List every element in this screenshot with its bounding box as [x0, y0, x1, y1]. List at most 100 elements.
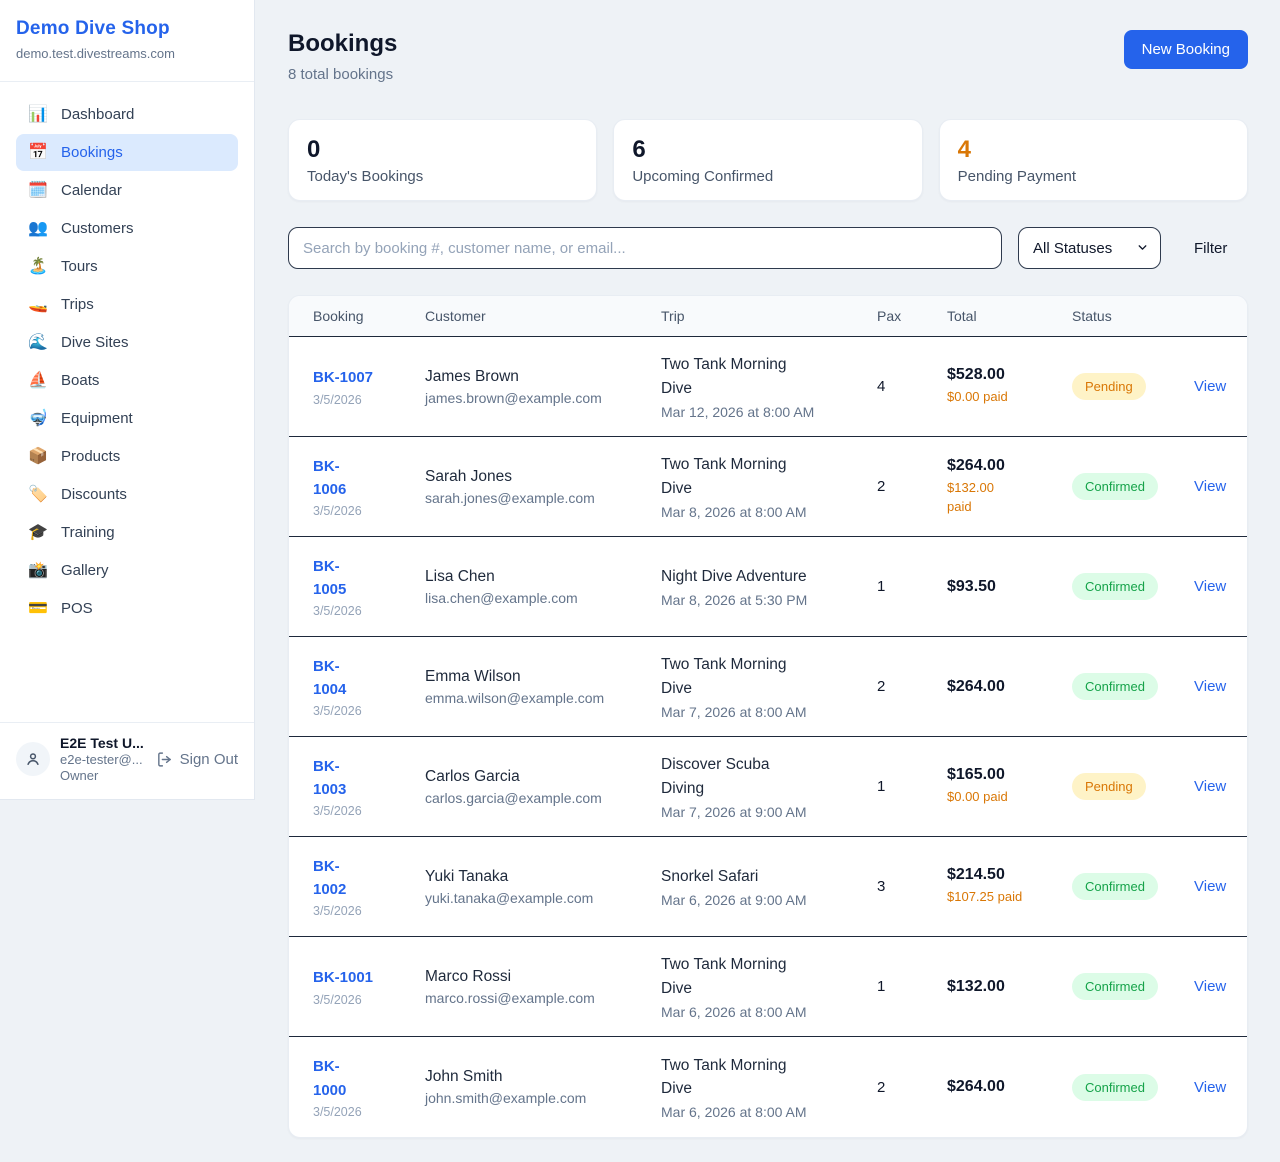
booking-number-link[interactable]: BK- 1005 — [313, 557, 347, 598]
customer-name: James Brown — [425, 367, 519, 385]
table-row: BK- 1003 3/5/2026 Carlos Garcia carlos.g… — [289, 737, 1247, 837]
booking-number-link[interactable]: BK- 1000 — [313, 1058, 347, 1099]
status-badge: Confirmed — [1072, 973, 1158, 1000]
booking-created-date: 3/5/2026 — [313, 904, 362, 919]
customer-name: Sarah Jones — [425, 467, 513, 485]
column-header-booking: Booking — [313, 308, 364, 324]
stat-label: Upcoming Confirmed — [632, 168, 774, 186]
sidebar-item-label: Gallery — [61, 562, 109, 579]
wave-icon: 🌊 — [28, 333, 48, 351]
status-cell: Confirmed — [1072, 673, 1194, 700]
trip-datetime: Mar 6, 2026 at 9:00 AM — [661, 892, 807, 909]
trip-cell: Two Tank Morning Dive Mar 12, 2026 at 8:… — [661, 353, 877, 420]
trip-datetime: Mar 6, 2026 at 8:00 AM — [661, 1003, 807, 1020]
sidebar-item-label: Discounts — [61, 486, 127, 503]
booking-cell: BK- 1006 3/5/2026 — [313, 455, 425, 519]
sidebar-item-label: POS — [61, 600, 93, 617]
booking-number-link[interactable]: BK- 1006 — [313, 457, 347, 498]
column-header-total: Total — [947, 308, 977, 324]
status-cell: Confirmed — [1072, 473, 1194, 500]
trip-datetime: Mar 8, 2026 at 8:00 AM — [661, 503, 807, 520]
spiral-calendar-icon: 🗓️ — [28, 181, 48, 199]
sidebar-item-products[interactable]: 📦 Products — [16, 438, 238, 475]
sidebar-item-customers[interactable]: 👥 Customers — [16, 210, 238, 247]
status-cell: Pending — [1072, 373, 1194, 400]
speedboat-icon: 🚤 — [28, 295, 48, 313]
booking-created-date: 3/5/2026 — [313, 604, 362, 619]
booking-number-link[interactable]: BK- 1003 — [313, 757, 347, 798]
customer-name: Marco Rossi — [425, 967, 512, 985]
view-booking-link[interactable]: View — [1194, 578, 1227, 595]
view-booking-link[interactable]: View — [1194, 378, 1227, 395]
view-booking-link[interactable]: View — [1194, 778, 1227, 795]
avatar — [16, 742, 50, 776]
sidebar-item-bookings[interactable]: 📅 Bookings — [16, 134, 238, 171]
customer-name: Emma Wilson — [425, 667, 521, 685]
stat-value: 0 — [307, 136, 321, 163]
status-filter-select[interactable]: All Statuses — [1018, 227, 1161, 269]
view-booking-link[interactable]: View — [1194, 978, 1227, 995]
status-cell: Pending — [1072, 773, 1194, 800]
table-body: BK-1007 3/5/2026 James Brown james.brown… — [289, 337, 1247, 1137]
sidebar-item-dashboard[interactable]: 📊 Dashboard — [16, 96, 238, 133]
booking-cell: BK-1001 3/5/2026 — [313, 966, 425, 1006]
booking-number-link[interactable]: BK-1001 — [313, 969, 374, 987]
total-cell: $93.50 — [947, 578, 1072, 596]
status-badge: Confirmed — [1072, 573, 1158, 600]
person-icon — [27, 753, 39, 765]
sidebar-item-tours[interactable]: 🏝️ Tours — [16, 248, 238, 285]
customer-email: john.smith@example.com — [425, 1090, 587, 1106]
total-amount: $132.00 — [947, 977, 1005, 995]
customer-email: emma.wilson@example.com — [425, 689, 605, 706]
total-cell: $165.00 $0.00 paid — [947, 766, 1072, 807]
booking-number-link[interactable]: BK- 1004 — [313, 657, 347, 698]
booking-created-date: 3/5/2026 — [313, 392, 362, 407]
sidebar-item-label: Customers — [61, 220, 134, 237]
paid-amount: $0.00 paid — [947, 789, 1008, 805]
sidebar-item-calendar[interactable]: 🗓️ Calendar — [16, 172, 238, 209]
pax-count: 2 — [877, 1078, 886, 1096]
total-cell: $132.00 — [947, 978, 1072, 996]
trip-cell: Two Tank Morning Dive Mar 6, 2026 at 8:0… — [661, 953, 877, 1020]
sidebar-item-trips[interactable]: 🚤 Trips — [16, 286, 238, 323]
sidebar-item-dive-sites[interactable]: 🌊 Dive Sites — [16, 324, 238, 361]
sidebar-item-label: Dashboard — [61, 106, 135, 123]
sidebar-item-discounts[interactable]: 🏷️ Discounts — [16, 476, 238, 513]
view-booking-link[interactable]: View — [1194, 678, 1227, 695]
booking-number-link[interactable]: BK-1007 — [313, 369, 374, 387]
sidebar-item-label: Bookings — [61, 144, 123, 161]
total-amount: $165.00 — [947, 766, 1005, 784]
filter-button[interactable]: Filter — [1194, 239, 1228, 257]
paid-amount: $107.25 paid — [947, 889, 1023, 905]
customer-name: Lisa Chen — [425, 567, 495, 585]
bookings-table: Booking Customer Trip Pax Total Status B… — [288, 295, 1248, 1138]
sidebar-item-boats[interactable]: ⛵ Boats — [16, 362, 238, 399]
sign-out-button[interactable]: Sign Out — [156, 751, 238, 768]
trip-name: Two Tank Morning Dive — [661, 356, 787, 397]
column-header-pax: Pax — [877, 308, 902, 324]
customer-cell: James Brown james.brown@example.com — [425, 368, 661, 406]
graduation-cap-icon: 🎓 — [28, 523, 48, 541]
sidebar-item-equipment[interactable]: 🤿 Equipment — [16, 400, 238, 437]
booking-cell: BK- 1002 3/5/2026 — [313, 855, 425, 919]
status-cell: Confirmed — [1072, 573, 1194, 600]
sidebar: Demo Dive Shop demo.test.divestreams.com… — [0, 0, 255, 800]
view-booking-link[interactable]: View — [1194, 1078, 1227, 1096]
pax-count: 2 — [877, 478, 886, 495]
total-amount: $214.50 — [947, 866, 1005, 884]
view-booking-link[interactable]: View — [1194, 478, 1227, 495]
stat-label: Today's Bookings — [307, 168, 424, 186]
booking-created-date: 3/5/2026 — [313, 504, 362, 519]
view-booking-link[interactable]: View — [1194, 878, 1227, 895]
new-booking-button[interactable]: New Booking — [1123, 30, 1248, 69]
trip-datetime: Mar 7, 2026 at 9:00 AM — [661, 803, 807, 820]
table-row: BK-1007 3/5/2026 James Brown james.brown… — [289, 337, 1247, 437]
search-input[interactable] — [288, 227, 1002, 269]
sidebar-item-gallery[interactable]: 📸 Gallery — [16, 552, 238, 589]
pax-count: 1 — [877, 578, 886, 595]
booking-number-link[interactable]: BK- 1002 — [313, 857, 347, 898]
sidebar-item-training[interactable]: 🎓 Training — [16, 514, 238, 551]
sidebar-item-pos[interactable]: 💳 POS — [16, 590, 238, 627]
brand-header: Demo Dive Shop demo.test.divestreams.com — [0, 0, 254, 82]
customer-email: lisa.chen@example.com — [425, 589, 578, 606]
